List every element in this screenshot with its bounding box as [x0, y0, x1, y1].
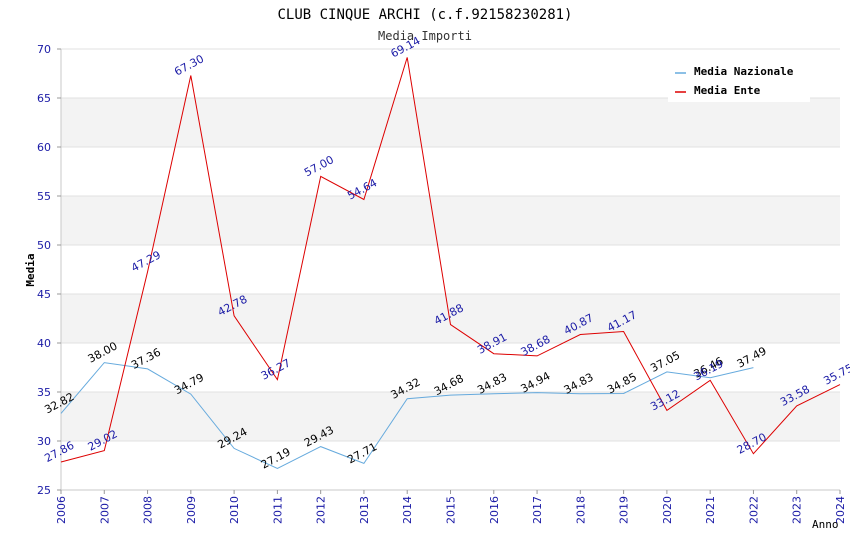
x-tick-label: 2019: [618, 496, 631, 524]
y-tick-label: 35: [37, 386, 51, 399]
y-tick-label: 25: [37, 484, 51, 497]
plot-band: [61, 441, 840, 490]
plot-band: [61, 392, 840, 441]
y-tick-label: 50: [37, 239, 51, 252]
x-tick-label: 2010: [228, 496, 241, 524]
series-line-nazionale: [60, 362, 754, 470]
x-tick-label: 2012: [315, 496, 328, 524]
y-tick-label: 30: [37, 435, 51, 448]
legend-box: [668, 60, 810, 102]
y-tick-label: 45: [37, 288, 51, 301]
legend: Media Nazionale Media Ente: [668, 60, 810, 102]
legend-label-ente: Media Ente: [694, 84, 761, 97]
x-tick-label: 2008: [142, 496, 155, 524]
plot-band: [61, 245, 840, 294]
x-axis-label: Anno: [812, 518, 839, 531]
y-tick-labels: 25 30 35 40 45 50 55 60 65 70: [37, 43, 61, 497]
legend-label-nazionale: Media Nazionale: [694, 65, 794, 78]
chart-title: CLUB CINQUE ARCHI (c.f.92158230281): [277, 7, 572, 23]
y-tick-label: 70: [37, 43, 51, 56]
x-tick-label: 2007: [98, 496, 111, 524]
y-axis-label: Media: [24, 253, 37, 286]
x-tick-label: 2016: [488, 496, 501, 524]
x-tick-label: 2009: [185, 496, 198, 524]
y-tick-label: 55: [37, 190, 51, 203]
x-tick-labels: 2006 2007 2008 2009 2010 2011 2012 2013 2014 2015…: [55, 490, 847, 524]
plot-band: [61, 147, 840, 196]
x-tick-label: 2011: [271, 496, 284, 524]
x-tick-label: 2013: [358, 496, 371, 524]
x-tick-label: 2015: [445, 496, 458, 524]
y-tick-label: 40: [37, 337, 51, 350]
y-tick-label: 65: [37, 92, 51, 105]
x-tick-label: 2006: [55, 496, 68, 524]
series-line-ente: [60, 57, 841, 463]
y-tick-label: 60: [37, 141, 51, 154]
chart-subtitle: Media Importi: [378, 29, 472, 43]
plot-band: [61, 98, 840, 147]
series-lines: [60, 57, 841, 470]
x-tick-label: 2014: [401, 496, 414, 524]
plot-band: [61, 343, 840, 392]
plot-band: [61, 196, 840, 245]
x-tick-label: 2024: [834, 496, 847, 524]
x-tick-label: 2023: [791, 496, 804, 524]
x-tick-label: 2017: [531, 496, 544, 524]
plot-band: [61, 294, 840, 343]
x-tick-label: 2018: [574, 496, 587, 524]
x-tick-label: 2022: [747, 496, 760, 524]
gridlines: [61, 48, 840, 491]
plot-background-bands: [61, 49, 840, 490]
x-tick-label: 2020: [661, 496, 674, 524]
x-tick-label: 2021: [704, 496, 717, 524]
